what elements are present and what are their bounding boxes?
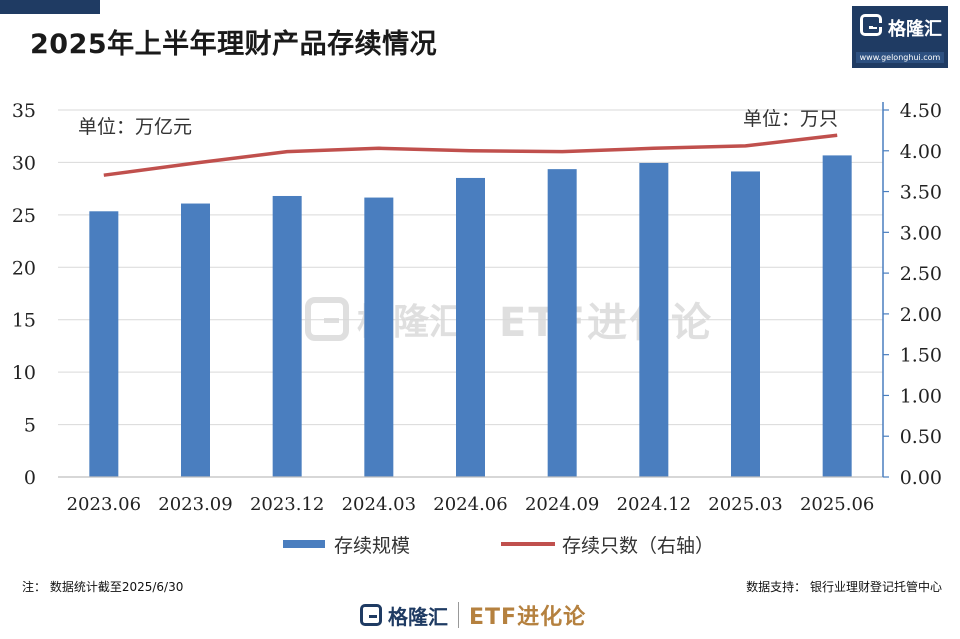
x-tick-label: 2023.09 — [158, 494, 232, 515]
line-layer — [103, 133, 838, 177]
legend-line-label: 存续只数（右轴） — [562, 535, 714, 557]
line-series — [103, 133, 838, 177]
x-tick-label: 2024.06 — [433, 494, 507, 515]
footer-logo-text: 格隆汇 — [388, 604, 448, 629]
legend-layer: 存续规模 存续只数（右轴） — [283, 535, 714, 557]
x-tick-label: 2024.12 — [617, 494, 691, 515]
bar — [181, 203, 210, 477]
right-tick-label: 0.50 — [900, 426, 942, 448]
right-tick-label: 2.50 — [900, 263, 942, 285]
top-accent-bar — [0, 0, 100, 14]
right-axis-unit-label: 单位：万只 — [743, 108, 838, 130]
x-tick-label: 2024.03 — [342, 494, 416, 515]
x-tick-label: 2024.09 — [525, 494, 599, 515]
logo-url: www.gelonghui.com — [856, 52, 944, 63]
x-tick-label: 2025.03 — [708, 494, 782, 515]
right-tick-label: 3.50 — [900, 182, 942, 204]
bar — [547, 169, 577, 477]
x-tick-label: 2025.06 — [800, 494, 874, 515]
left-tick-label: 30 — [12, 152, 36, 174]
bar — [89, 211, 119, 478]
bar — [731, 171, 760, 477]
bar — [364, 197, 394, 477]
footer-divider — [458, 602, 459, 628]
left-tick-label: 10 — [12, 362, 36, 384]
x-tick-label: 2023.06 — [67, 494, 141, 515]
bar — [272, 195, 302, 478]
x-tick-label: 2023.12 — [250, 494, 324, 515]
right-tick-label: 4.50 — [900, 100, 942, 122]
bar-layer — [89, 155, 852, 478]
bar — [456, 177, 485, 477]
logo-g-icon — [860, 14, 882, 36]
bar — [639, 162, 669, 477]
footer-brand: 格隆汇 ETF进化论 — [360, 598, 586, 632]
right-tick-label: 4.00 — [900, 141, 942, 163]
page-title: 2025年上半年理财产品存续情况 — [30, 29, 438, 60]
bar — [822, 155, 852, 477]
right-tick-label: 1.00 — [900, 385, 942, 407]
right-tick-label: 3.00 — [900, 222, 942, 244]
left-tick-label: 0 — [24, 467, 36, 489]
left-tick-label: 5 — [24, 415, 36, 437]
left-tick-label: 35 — [12, 100, 36, 122]
footnote-date: 注： 数据统计截至2025/6/30 — [22, 580, 184, 594]
left-tick-label: 20 — [12, 257, 36, 279]
left-tick-label: 15 — [12, 310, 36, 332]
right-tick-label: 2.00 — [900, 304, 942, 326]
watermark-brand: ETF进化论 — [499, 300, 713, 346]
left-tick-label: 25 — [12, 205, 36, 227]
right-tick-label: 1.50 — [900, 345, 942, 367]
legend-bar-label: 存续规模 — [334, 535, 410, 557]
legend-bar-swatch — [283, 540, 325, 548]
watermark-g-icon — [305, 297, 349, 341]
axis-layer: 0 5 10 15 20 25 30 35 0.00 0.50 1.00 1.50 2.00 2.50 3.… — [12, 100, 942, 515]
left-axis-unit-label: 单位：万亿元 — [78, 116, 192, 138]
footer-g-icon — [360, 604, 382, 626]
brand-logo: 格隆汇 www.gelonghui.com — [852, 6, 948, 68]
logo-text: 格隆汇 — [888, 19, 942, 40]
footer-brand-text: ETF进化论 — [469, 605, 587, 630]
footnote-source: 数据支持： 银行业理财登记托管中心 — [746, 580, 942, 594]
right-tick-label: 0.00 — [900, 467, 942, 489]
